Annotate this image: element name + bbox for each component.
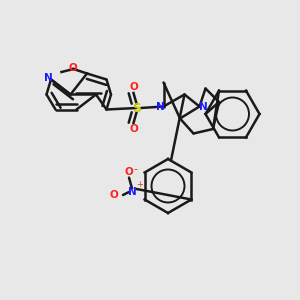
Text: O: O	[129, 124, 138, 134]
Text: N: N	[155, 101, 164, 112]
Text: O: O	[129, 82, 138, 92]
Text: N: N	[128, 187, 136, 197]
Text: O: O	[110, 190, 118, 200]
Text: S: S	[132, 101, 141, 115]
Text: +: +	[136, 180, 143, 189]
Text: O: O	[124, 167, 134, 177]
Text: O: O	[69, 63, 78, 73]
Text: N: N	[199, 101, 208, 112]
Text: N: N	[44, 73, 53, 83]
Text: -: -	[134, 164, 138, 174]
